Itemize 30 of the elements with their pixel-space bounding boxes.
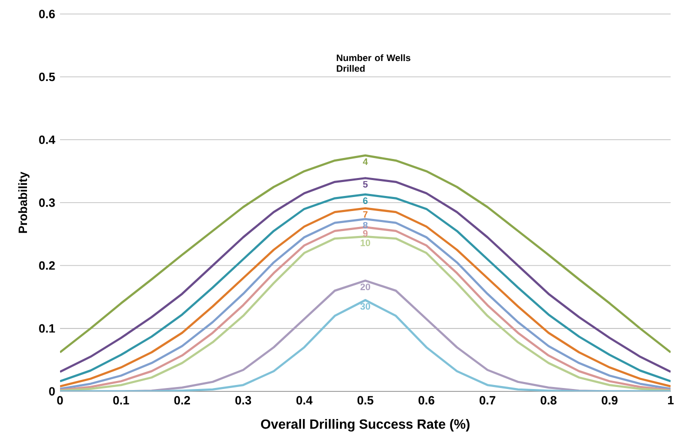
- y-tick-label: 0.4: [39, 136, 56, 144]
- x-tick-label: 1: [668, 396, 674, 404]
- x-tick-label: 0: [57, 396, 63, 405]
- y-axis-title: Probability: [18, 172, 30, 233]
- x-tick-label: 0.4: [296, 396, 313, 405]
- series-label: 5: [363, 181, 368, 188]
- x-tick-label: 0.8: [540, 396, 557, 405]
- x-tick-label: 0.3: [235, 396, 252, 405]
- y-tick-label: 0.3: [39, 198, 55, 207]
- series-label: 10: [360, 240, 370, 246]
- y-tick-label: 0.5: [39, 72, 55, 82]
- x-tick-label: 0.2: [174, 396, 190, 405]
- y-tick-label: 0.6: [39, 10, 55, 18]
- x-tick-label: 0.1: [113, 396, 130, 405]
- x-tick-label: 0.5: [357, 396, 374, 405]
- x-tick-label: 0.9: [602, 396, 618, 405]
- y-tick-label: 0.2: [39, 261, 55, 270]
- y-tick-label: 0.1: [39, 324, 55, 333]
- y-tick-label: 0: [49, 387, 55, 396]
- series-label: 7: [363, 211, 368, 218]
- series-label: 6: [363, 197, 368, 204]
- series-label: 4: [362, 158, 368, 165]
- series-label: 9: [363, 230, 368, 237]
- x-tick-label: 0.7: [480, 396, 496, 405]
- x-tick-label: 0.6: [418, 396, 434, 405]
- line-series: [60, 154, 671, 354]
- series-label: 30: [360, 303, 370, 310]
- annotation: Number of Wells Drilled: [336, 54, 410, 72]
- series-label: 20: [360, 284, 370, 290]
- x-axis-title: Overall Drilling Success Rate (%): [261, 419, 470, 432]
